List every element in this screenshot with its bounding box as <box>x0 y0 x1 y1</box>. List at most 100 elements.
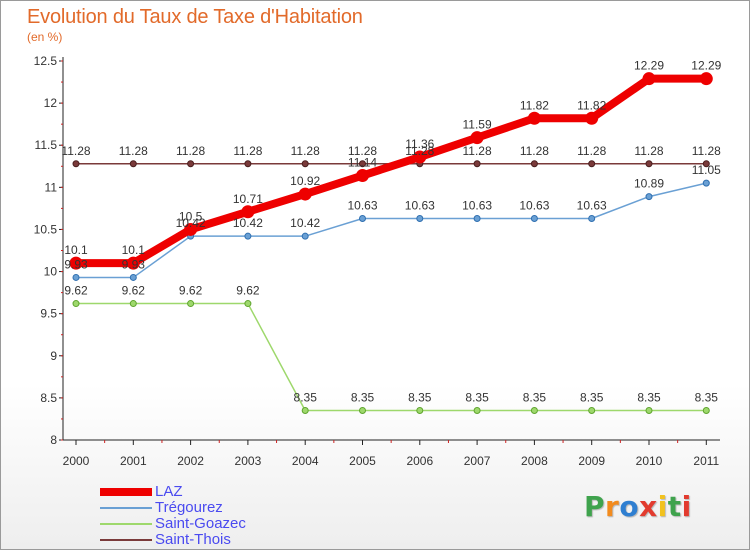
data-label-tregourez: 10.42 <box>290 216 320 230</box>
data-point-tregourez <box>530 214 538 222</box>
data-point-laz <box>470 131 484 145</box>
y-tick-label: 12.5 <box>34 54 58 68</box>
data-label-saint-thois: 11.28 <box>61 144 90 158</box>
data-label-saint-thois: 11.28 <box>577 144 606 158</box>
data-point-laz <box>241 205 255 219</box>
data-label-saint-goazec: 8.35 <box>580 391 604 405</box>
data-point-tregourez <box>416 214 424 222</box>
data-point-saint-thois <box>702 160 710 168</box>
data-label-laz: 10.92 <box>290 174 320 188</box>
data-point-saint-thois <box>473 160 481 168</box>
legend-swatch-tregourez <box>100 507 152 509</box>
data-point-tregourez <box>588 214 596 222</box>
data-point-laz <box>413 150 427 164</box>
y-tick-label: 8 <box>50 433 57 447</box>
y-tick-label: 9 <box>50 349 57 363</box>
legend-item-saint-thois: Saint-Thois <box>100 532 360 548</box>
data-point-tregourez <box>301 232 309 240</box>
data-label-saint-thois: 11.28 <box>119 144 148 158</box>
data-point-laz <box>298 187 312 201</box>
x-tick-label: 2008 <box>521 454 548 468</box>
data-point-laz <box>69 256 83 270</box>
data-label-saint-thois: 11.28 <box>233 144 262 158</box>
data-label-saint-goazec: 8.35 <box>523 391 547 405</box>
legend-label-laz: LAZ <box>155 483 183 500</box>
legend-swatch-laz <box>100 488 152 496</box>
legend-swatch-saint-goazec <box>100 523 152 525</box>
data-point-laz <box>527 111 541 125</box>
x-tick-label: 2001 <box>120 454 147 468</box>
data-label-saint-goazec: 8.35 <box>465 391 489 405</box>
data-label-laz: 10.5 <box>179 209 203 223</box>
legend-label-saint-goazec: Saint-Goazec <box>155 515 246 532</box>
data-point-laz <box>126 256 140 270</box>
data-label-tregourez: 10.42 <box>233 216 263 230</box>
legend-label-tregourez: Trégourez <box>155 499 223 516</box>
data-label-saint-goazec: 8.35 <box>351 391 375 405</box>
logo-letter: r <box>605 490 620 523</box>
data-label-tregourez: 10.63 <box>347 198 377 212</box>
data-label-tregourez: 10.63 <box>462 198 492 212</box>
data-point-saint-goazec <box>244 300 252 308</box>
x-tick-label: 2004 <box>292 454 319 468</box>
data-label-saint-thois: 11.28 <box>463 144 492 158</box>
data-label-laz: 10.71 <box>233 192 263 206</box>
data-point-saint-thois <box>588 160 596 168</box>
data-label-laz: 12.29 <box>634 59 664 73</box>
data-point-laz <box>699 72 713 86</box>
data-label-saint-goazec: 9.62 <box>64 284 88 298</box>
data-point-saint-goazec <box>301 407 309 415</box>
data-point-tregourez <box>359 214 366 222</box>
logo-letter: P <box>584 490 606 523</box>
data-label-laz: 10.1 <box>64 243 88 257</box>
x-tick-label: 2011 <box>693 454 719 468</box>
logo-letter: i <box>681 490 692 523</box>
data-label-laz: 11.14 <box>348 156 377 170</box>
x-tick-label: 2007 <box>464 454 491 468</box>
data-label-saint-goazec: 9.62 <box>236 284 260 298</box>
x-tick-label: 2006 <box>406 454 433 468</box>
data-point-tregourez <box>702 179 710 187</box>
data-label-laz: 11.59 <box>463 118 492 132</box>
data-point-laz <box>356 169 369 183</box>
data-label-saint-thois: 11.28 <box>634 144 663 158</box>
x-tick-label: 2005 <box>349 454 376 468</box>
data-label-saint-goazec: 8.35 <box>408 391 432 405</box>
chart-legend: LAZ Trégourez Saint-Goazec Saint-Thois <box>100 484 360 548</box>
data-point-saint-goazec <box>72 300 80 308</box>
legend-item-saint-goazec: Saint-Goazec <box>100 516 360 532</box>
x-tick-label: 2009 <box>578 454 605 468</box>
series-line-laz <box>72 74 711 268</box>
data-point-saint-goazec <box>416 407 424 415</box>
data-point-saint-goazec <box>530 407 538 415</box>
y-tick-label: 8.5 <box>40 391 57 405</box>
data-label-tregourez: 10.42 <box>176 216 206 230</box>
data-label-tregourez: 10.63 <box>519 198 549 212</box>
data-point-laz <box>184 222 198 236</box>
x-tick-label: 2000 <box>63 454 90 468</box>
data-point-saint-thois <box>72 160 80 168</box>
data-point-laz <box>585 111 599 125</box>
y-tick-label: 10.5 <box>34 222 58 236</box>
data-label-saint-thois: 11.28 <box>405 144 434 158</box>
data-label-tregourez: 9.93 <box>64 257 88 271</box>
data-point-saint-thois <box>129 160 137 168</box>
data-label-saint-goazec: 9.62 <box>179 284 203 298</box>
logo-letter: o <box>619 490 640 523</box>
data-point-saint-goazec <box>588 407 596 415</box>
data-label-saint-goazec: 8.35 <box>637 391 661 405</box>
data-label-saint-thois: 11.28 <box>520 144 549 158</box>
data-point-tregourez <box>645 193 653 201</box>
data-label-saint-goazec: 8.35 <box>695 391 719 405</box>
legend-item-tregourez: Trégourez <box>100 500 360 516</box>
data-point-saint-thois <box>645 160 653 168</box>
data-point-saint-thois <box>359 160 366 168</box>
series-line-saint-goazec <box>75 302 708 412</box>
data-label-tregourez: 10.63 <box>405 198 435 212</box>
x-tick-label: 2010 <box>636 454 663 468</box>
y-tick-label: 12 <box>44 96 58 110</box>
chart-unit-label: (en %) <box>27 30 63 44</box>
y-tick-label: 11.5 <box>35 138 58 152</box>
data-point-saint-goazec <box>702 407 710 415</box>
